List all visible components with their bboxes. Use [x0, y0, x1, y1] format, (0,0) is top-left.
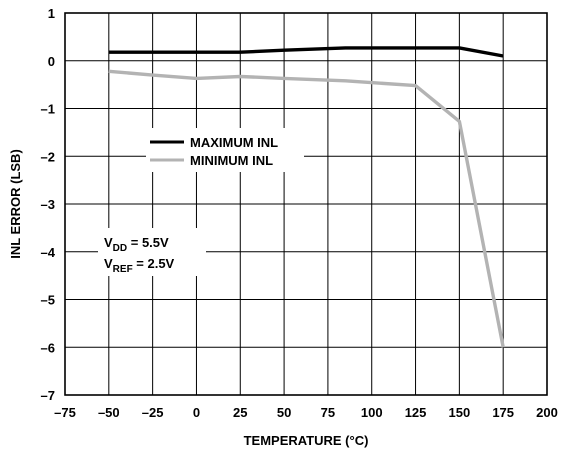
conditions-box: [98, 228, 206, 276]
x-tick-label: 150: [449, 405, 471, 420]
x-tick-label: 50: [277, 405, 291, 420]
y-tick-label: 0: [48, 54, 55, 69]
legend-box: [146, 128, 304, 172]
x-tick-label: 75: [321, 405, 335, 420]
y-tick-label: –6: [41, 340, 55, 355]
x-tick-label: 0: [193, 405, 200, 420]
y-tick-label: –7: [41, 388, 55, 403]
series-lines: [108, 46, 505, 348]
y-axis-title: INL ERROR (LSB): [8, 149, 23, 259]
y-tick-label: –4: [41, 245, 56, 260]
x-tick-label: 125: [405, 405, 427, 420]
y-tick-label: –5: [41, 293, 55, 308]
x-tick-labels: –75 –50 –25 0 25 50 75 100 125 150 175 200: [54, 405, 558, 420]
test-conditions: VDD = 5.5V VREF = 2.5V: [98, 228, 206, 276]
series-line-maximum-inl: [108, 46, 504, 58]
y-tick-labels: 1 0 –1 –2 –3 –4 –5 –6 –7: [41, 6, 56, 403]
y-tick-label: –2: [41, 149, 55, 164]
y-tick-label: –1: [41, 102, 55, 117]
vdd-condition: VDD = 5.5V: [104, 235, 169, 254]
x-tick-label: 200: [536, 405, 558, 420]
x-tick-label: 25: [233, 405, 247, 420]
legend-label-maximum-inl: MAXIMUM INL: [190, 135, 278, 150]
legend-label-minimum-inl: MINIMUM INL: [190, 153, 273, 168]
legend: MAXIMUM INL MINIMUM INL: [146, 128, 304, 172]
plot-frame: [64, 12, 548, 396]
vref-condition: VREF = 2.5V: [104, 256, 175, 275]
x-tick-label: –50: [98, 405, 120, 420]
x-tick-label: 100: [361, 405, 383, 420]
x-tick-label: –25: [142, 405, 164, 420]
x-axis-title: TEMPERATURE (°C): [244, 433, 369, 448]
y-tick-label: –3: [41, 197, 55, 212]
x-tick-label: 175: [492, 405, 514, 420]
y-tick-label: 1: [48, 6, 55, 21]
x-tick-label: –75: [54, 405, 76, 420]
series-line-minimum-inl: [108, 69, 505, 348]
